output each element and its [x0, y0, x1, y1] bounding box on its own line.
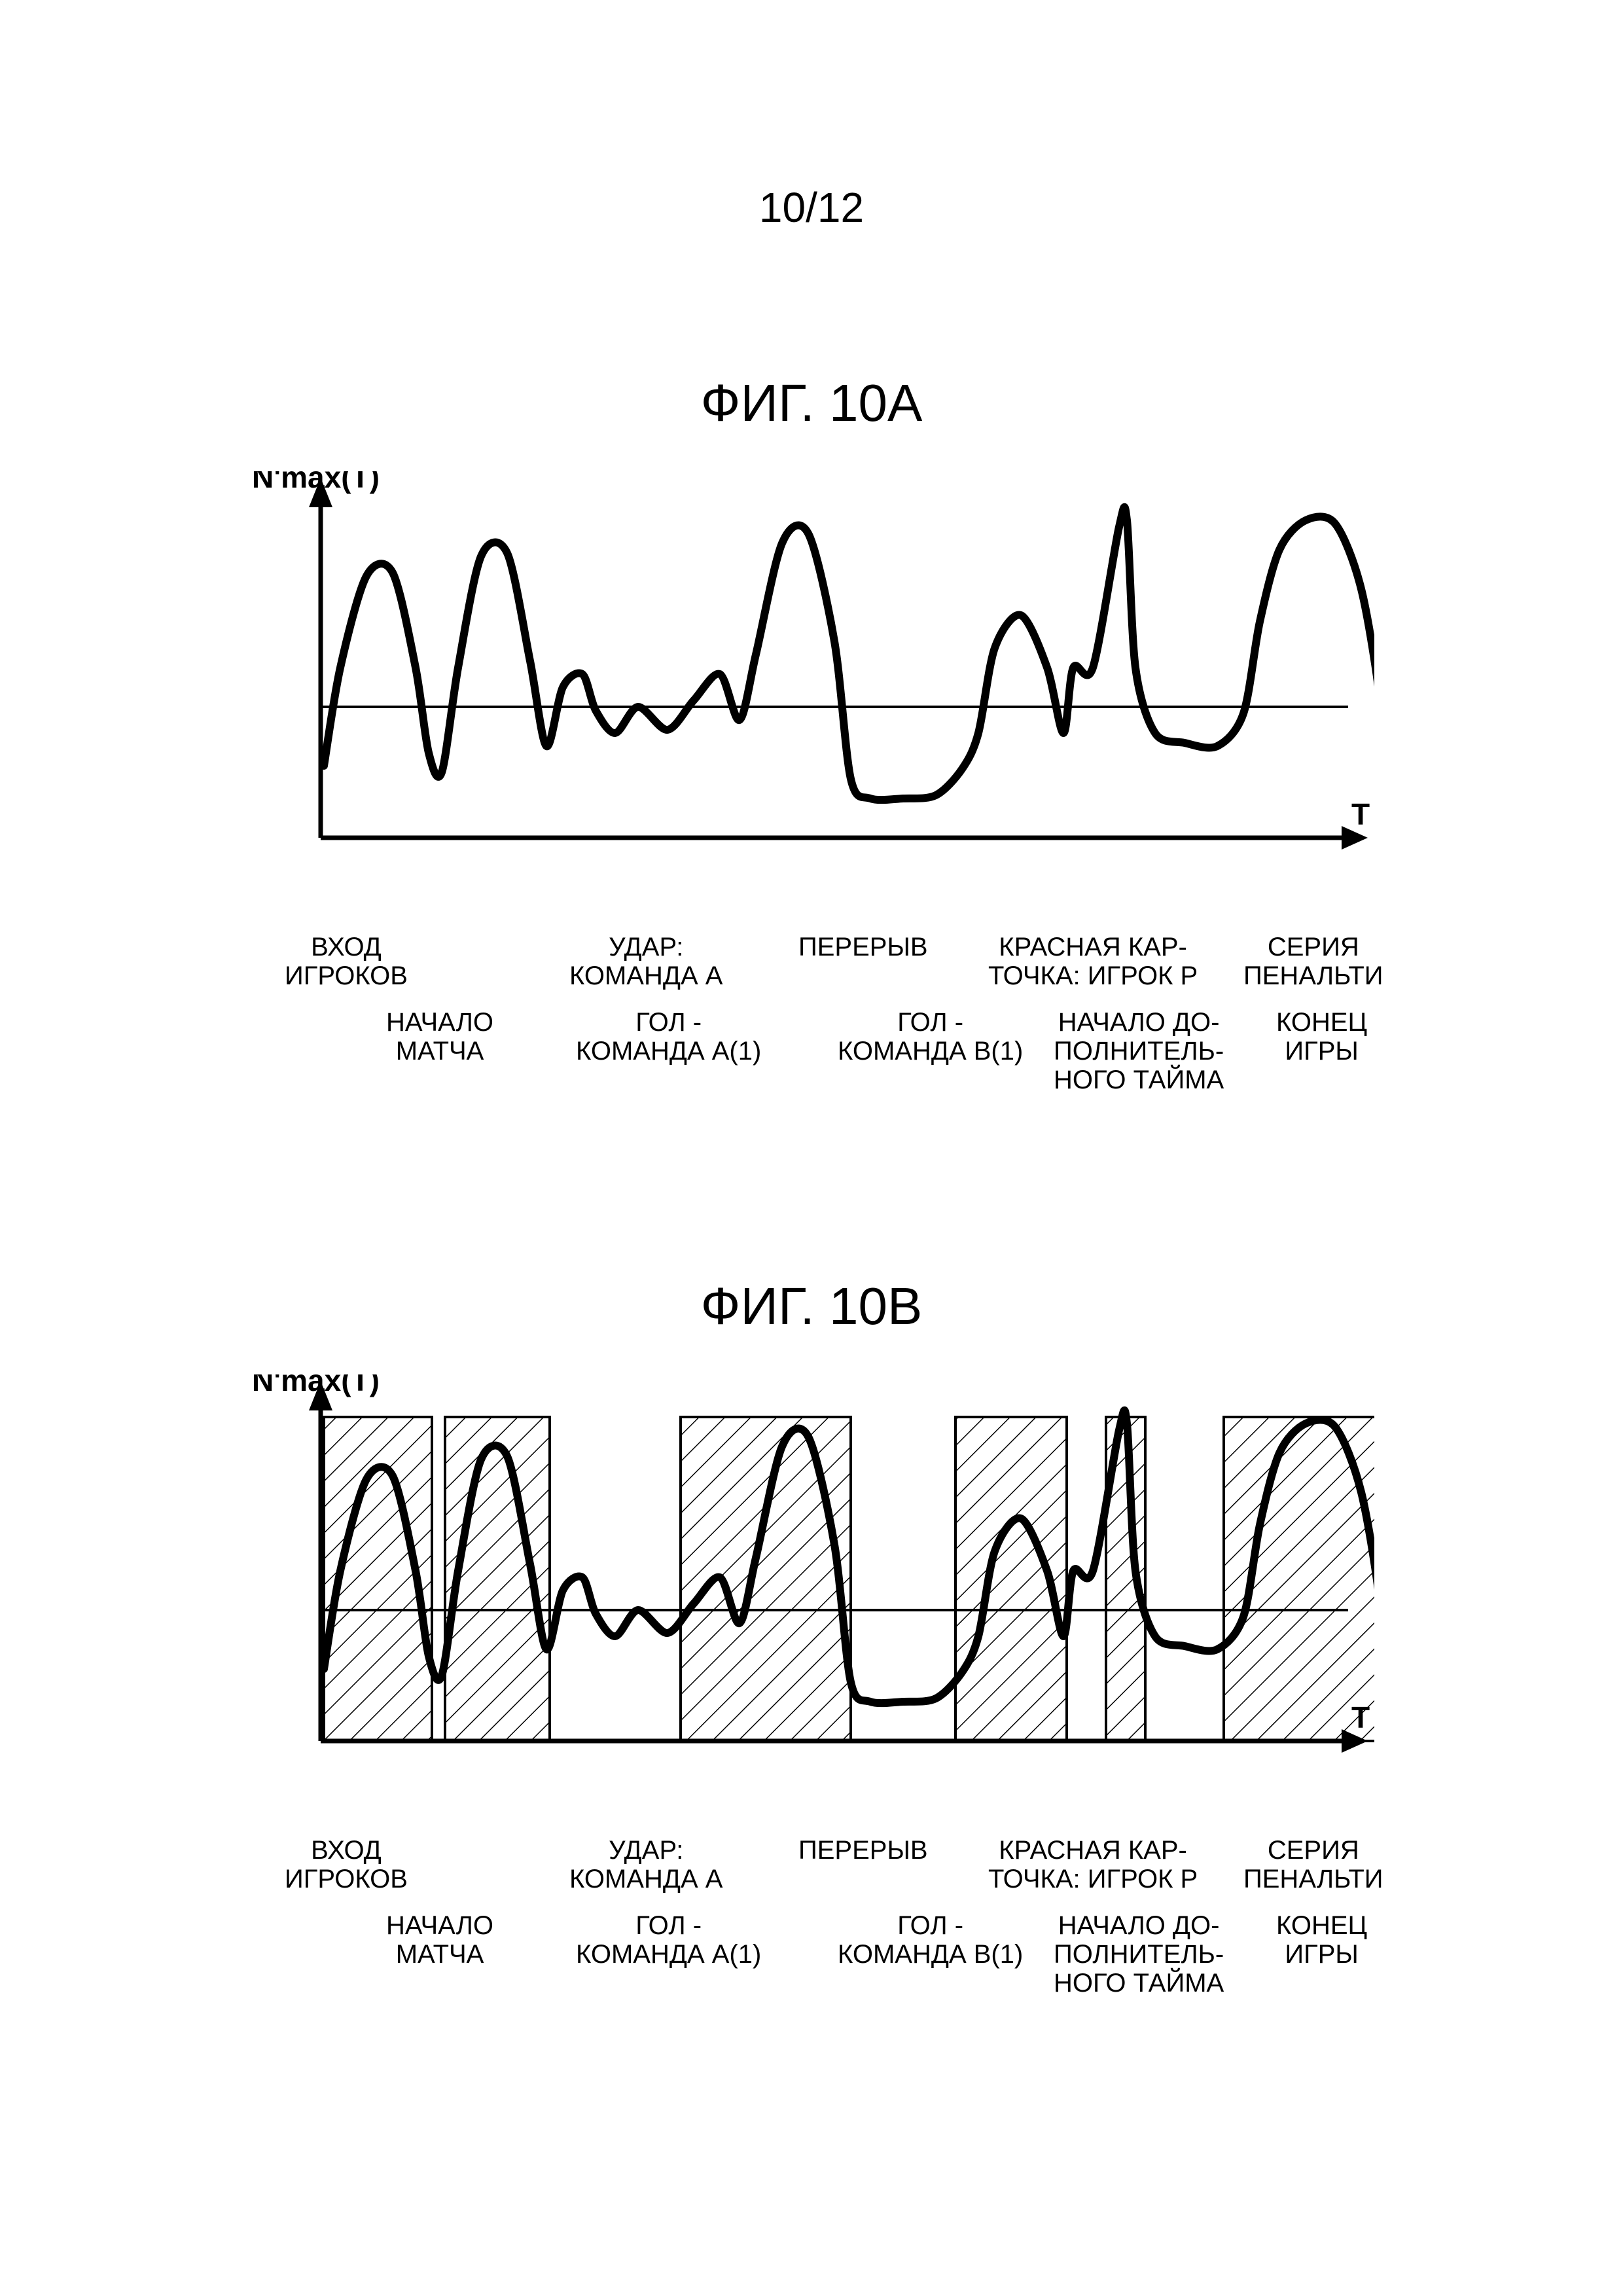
event-label: НАЧАЛО ДО-ПОЛНИТЕЛЬ-НОГО ТАЙМА — [1054, 1911, 1224, 1998]
event-label: ГОЛ -КОМАНДА B(1) — [838, 1911, 1023, 1969]
figure-b-event-labels: ВХОДИГРОКОВ НАЧАЛОМАТЧА УДАР:КОМАНДА A ГОЛ … — [249, 1820, 1374, 2003]
event-label: СЕРИЯПЕНАЛЬТИ — [1243, 933, 1383, 990]
svg-text:T: T — [1351, 797, 1370, 831]
figure-b-plot: N'max(T) T — [249, 1374, 1374, 1820]
event-label: КРАСНАЯ КАР-ТОЧКА: ИГРОК P — [988, 933, 1198, 990]
event-label: ВХОДИГРОКОВ — [285, 1836, 408, 1893]
event-label: ГОЛ -КОМАНДА A(1) — [576, 1911, 761, 1969]
event-label: КОНЕЦИГРЫ — [1276, 1008, 1367, 1066]
event-label: ПЕРЕРЫВ — [798, 1836, 928, 1865]
event-label: ПЕРЕРЫВ — [798, 933, 928, 961]
event-label: УДАР:КОМАНДА A — [569, 1836, 722, 1893]
svg-text:N'max(T): N'max(T) — [252, 471, 380, 494]
event-label: ВХОДИГРОКОВ — [285, 933, 408, 990]
event-label: ГОЛ -КОМАНДА B(1) — [838, 1008, 1023, 1066]
event-label: НАЧАЛО ДО-ПОЛНИТЕЛЬ-НОГО ТАЙМА — [1054, 1008, 1224, 1094]
figure-a-plot: N'max(T) T — [249, 471, 1374, 916]
figure-b-chart: N'max(T) T ВХОДИГРОКОВ НАЧАЛОМАТЧА УДАР:КОМ… — [249, 1374, 1374, 2003]
figure-a-chart: N'max(T) T ВХОДИГРОКОВ НАЧАЛОМАТЧА УДАР:КОМ… — [249, 471, 1374, 1100]
event-label: УДАР:КОМАНДА A — [569, 933, 722, 990]
event-label: ГОЛ -КОМАНДА A(1) — [576, 1008, 761, 1066]
event-label: НАЧАЛОМАТЧА — [386, 1911, 493, 1969]
event-label: КРАСНАЯ КАР-ТОЧКА: ИГРОК P — [988, 1836, 1198, 1893]
svg-text:N'max(T): N'max(T) — [252, 1374, 380, 1397]
figure-b-title: ФИГ. 10B — [0, 1276, 1623, 1336]
event-label: НАЧАЛОМАТЧА — [386, 1008, 493, 1066]
event-label: КОНЕЦИГРЫ — [1276, 1911, 1367, 1969]
event-label: СЕРИЯПЕНАЛЬТИ — [1243, 1836, 1383, 1893]
page: 10/12 ФИГ. 10A N'max(T) T ВХОДИГРОКОВ НАЧА… — [0, 0, 1623, 2296]
figure-a-title: ФИГ. 10A — [0, 373, 1623, 433]
svg-text:T: T — [1351, 1700, 1370, 1734]
page-number: 10/12 — [0, 183, 1623, 232]
figure-a-event-labels: ВХОДИГРОКОВ НАЧАЛОМАТЧА УДАР:КОМАНДА A ГОЛ … — [249, 916, 1374, 1100]
